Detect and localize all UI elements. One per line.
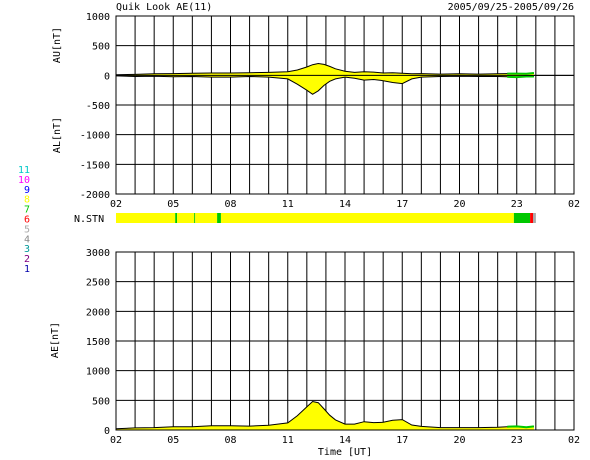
y-tick-label: 2500 — [86, 278, 110, 289]
x-tick-label: 05 — [167, 199, 179, 210]
y-tick-label: 1000 — [86, 367, 110, 378]
legend-number-1: 1 — [24, 264, 30, 275]
y-tick-label: 0 — [104, 426, 110, 437]
y-axis-label-al: AL[nT] — [52, 117, 63, 153]
legend-number-8: 8 — [24, 195, 30, 206]
x-tick-label: 11 — [282, 199, 294, 210]
y-tick-label: 500 — [92, 396, 110, 407]
y-tick-label: 1000 — [86, 12, 110, 23]
chart-title: Quik Look AE(11) — [116, 2, 212, 13]
y-tick-label: 3000 — [86, 248, 110, 259]
station-count-label: N.STN — [74, 214, 104, 225]
x-tick-label: 23 — [511, 435, 523, 446]
legend-number-2: 2 — [24, 254, 30, 265]
station-segment — [513, 213, 531, 223]
y-axis-label-au: AU[nT] — [52, 27, 63, 63]
x-tick-label: 05 — [167, 435, 179, 446]
legend-number-6: 6 — [24, 215, 30, 226]
legend-number-5: 5 — [24, 224, 30, 235]
x-tick-label: 08 — [224, 199, 236, 210]
y-tick-label: -1500 — [80, 160, 110, 171]
legend-number-11: 11 — [18, 165, 30, 176]
x-tick-label: 23 — [511, 199, 523, 210]
x-tick-label: 02 — [110, 435, 122, 446]
station-segment — [530, 213, 533, 223]
station-segment — [116, 213, 176, 223]
station-segment — [195, 213, 218, 223]
y-tick-label: 2000 — [86, 307, 110, 318]
legend-number-9: 9 — [24, 185, 30, 196]
x-tick-label: 14 — [339, 435, 351, 446]
legend-number-4: 4 — [24, 234, 30, 245]
x-tick-label: 11 — [282, 435, 294, 446]
series-line-au — [115, 62, 534, 76]
station-segment — [533, 213, 536, 223]
series-area-al — [116, 75, 534, 95]
x-tick-label: 17 — [396, 199, 408, 210]
x-tick-label: 20 — [453, 435, 465, 446]
y-tick-label: -1000 — [80, 131, 110, 142]
panel-frame — [115, 15, 575, 195]
y-tick-label: -500 — [86, 101, 110, 112]
x-axis-label: Time [UT] — [318, 447, 372, 458]
station-segment — [221, 213, 514, 223]
x-tick-label: 02 — [568, 199, 580, 210]
series-late-au — [507, 72, 535, 75]
x-tick-label: 17 — [396, 435, 408, 446]
y-tick-label: 500 — [92, 42, 110, 53]
series-area-ae — [116, 401, 534, 430]
x-tick-label: 14 — [339, 199, 351, 210]
y-tick-label: -2000 — [80, 190, 110, 201]
y-axis-label-ae: AE[nT] — [50, 322, 61, 358]
y-tick-label: 1500 — [86, 337, 110, 348]
series-line-al — [115, 75, 534, 95]
x-tick-label: 20 — [453, 199, 465, 210]
station-segment — [194, 213, 196, 223]
series-late-ae — [507, 425, 535, 429]
x-tick-label: 02 — [568, 435, 580, 446]
legend-number-7: 7 — [24, 205, 30, 216]
station-count-panel: N.STN — [74, 213, 536, 225]
panel-frame — [115, 251, 575, 431]
date-range: 2005/09/25-2005/09/26 — [448, 2, 574, 13]
legend-number-10: 10 — [18, 175, 30, 186]
station-segment — [175, 213, 178, 223]
series-late-al — [507, 75, 534, 79]
y-tick-label: 0 — [104, 71, 110, 82]
legend-number-3: 3 — [24, 244, 30, 255]
station-segment — [177, 213, 195, 223]
x-tick-label: 02 — [110, 199, 122, 210]
series-area-au — [116, 63, 534, 76]
series-line-ae — [115, 400, 534, 430]
station-segment — [217, 213, 221, 223]
x-tick-label: 08 — [224, 435, 236, 446]
